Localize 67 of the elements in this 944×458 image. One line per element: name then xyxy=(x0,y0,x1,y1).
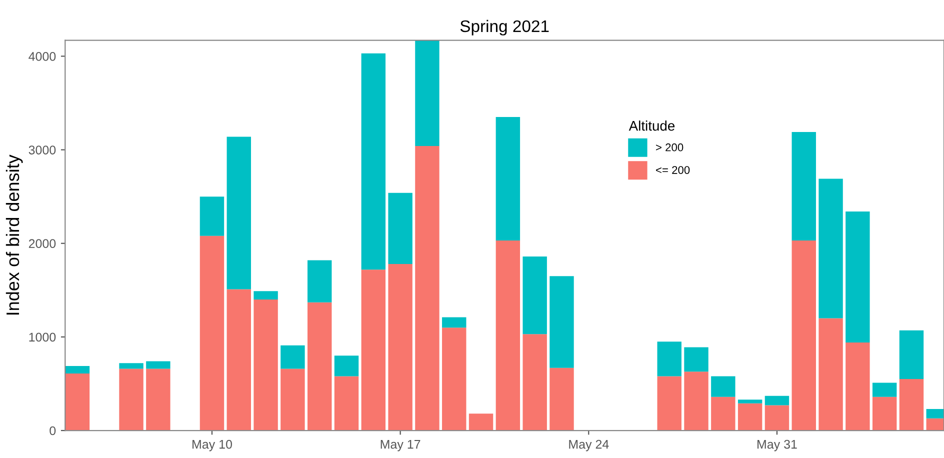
y-tick-label: 0 xyxy=(50,426,56,436)
bar xyxy=(496,117,520,241)
bar xyxy=(65,366,90,374)
legend-label: > 200 xyxy=(656,143,684,152)
bar xyxy=(442,317,466,328)
bar xyxy=(550,276,574,368)
y-tick-label: 2000 xyxy=(28,239,56,248)
bar xyxy=(146,361,170,369)
bar xyxy=(899,379,924,431)
bar xyxy=(792,132,816,241)
bar xyxy=(226,289,251,431)
bar xyxy=(522,256,547,334)
y-tick-label: 3000 xyxy=(28,146,56,154)
bar xyxy=(738,403,762,431)
bar xyxy=(200,236,224,431)
x-tick-label: May 10 xyxy=(192,440,232,452)
bar xyxy=(764,405,790,431)
bar xyxy=(361,270,386,431)
bar xyxy=(711,396,736,431)
bar xyxy=(468,414,494,431)
bar xyxy=(415,146,440,431)
x-tick-label: May 24 xyxy=(569,440,609,452)
bar xyxy=(307,260,332,302)
legend-label: <= 200 xyxy=(656,166,690,174)
bar xyxy=(334,376,359,431)
bar xyxy=(442,328,466,431)
legend-title: Altitude xyxy=(628,120,675,131)
bar xyxy=(657,342,682,376)
bar xyxy=(899,330,924,380)
bar xyxy=(846,342,870,431)
x-tick-label: May 31 xyxy=(758,440,797,452)
bar xyxy=(657,376,682,431)
bar xyxy=(388,264,412,431)
chart-title: Spring 2021 xyxy=(460,20,549,36)
bar xyxy=(226,136,251,290)
bar xyxy=(846,212,870,343)
bar xyxy=(334,356,359,376)
bar xyxy=(872,382,897,397)
bar xyxy=(254,300,278,431)
bar xyxy=(119,368,144,431)
bar xyxy=(254,291,278,300)
bar xyxy=(792,240,816,431)
y-axis-title: Index of bird density xyxy=(6,154,23,315)
bar xyxy=(684,347,708,372)
bar xyxy=(818,318,843,431)
bar xyxy=(361,53,386,270)
bar xyxy=(388,192,412,264)
bar xyxy=(684,372,708,431)
bar xyxy=(522,334,547,431)
bar xyxy=(496,240,520,431)
bar xyxy=(550,368,574,431)
bar xyxy=(119,363,144,369)
bar xyxy=(65,373,90,431)
bar xyxy=(764,396,790,406)
bar xyxy=(818,178,843,318)
bar xyxy=(200,196,224,236)
bar xyxy=(711,376,736,397)
bar xyxy=(146,368,170,431)
bar xyxy=(307,302,332,431)
bar xyxy=(280,345,305,369)
x-tick-label: May 17 xyxy=(380,440,420,452)
y-tick-label: 1000 xyxy=(29,332,56,342)
bar xyxy=(738,400,762,404)
bar xyxy=(280,368,305,431)
bar xyxy=(872,396,897,431)
y-tick-label: 4000 xyxy=(28,52,56,61)
bar xyxy=(415,40,440,146)
